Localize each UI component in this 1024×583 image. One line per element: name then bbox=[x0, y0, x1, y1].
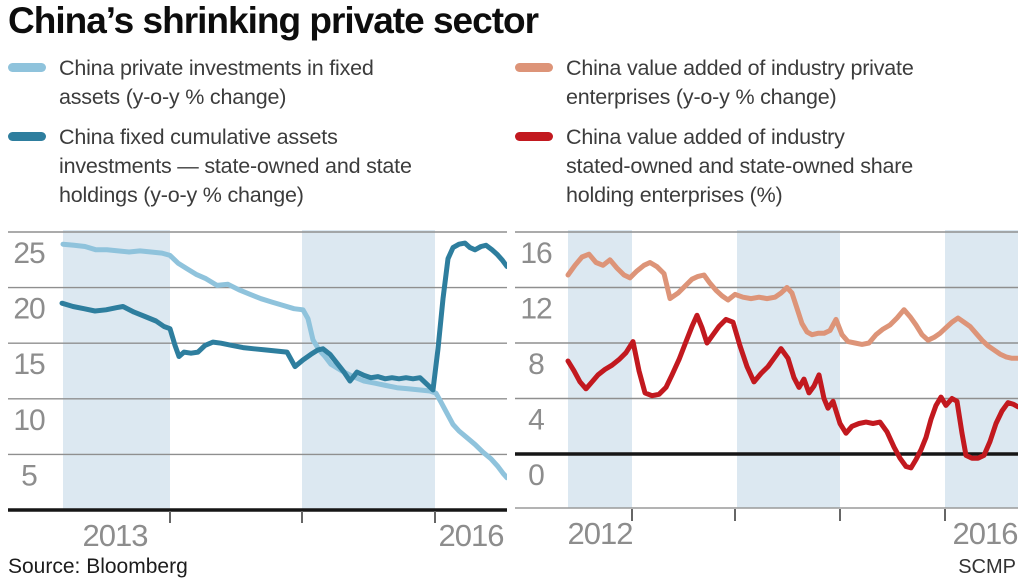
legend-item-private-va: China value added of industry private en… bbox=[515, 54, 1020, 112]
credit-note: SCMP bbox=[958, 556, 1016, 578]
legend-item-private-fai: China private investments in fixed asset… bbox=[8, 54, 508, 112]
svg-text:2016: 2016 bbox=[953, 516, 1018, 551]
legend-label-state-va: China value added of industry stated-own… bbox=[566, 125, 913, 207]
legend-swatch-state-fai-icon bbox=[8, 132, 46, 141]
svg-text:4: 4 bbox=[528, 404, 544, 437]
legend-column-right: China value added of industry private en… bbox=[515, 54, 1020, 221]
legend-item-state-va: China value added of industry stated-own… bbox=[515, 123, 1020, 210]
svg-text:16: 16 bbox=[520, 237, 552, 270]
legend-swatch-private-fai-icon bbox=[8, 63, 46, 72]
legend-swatch-private-va-icon bbox=[515, 63, 553, 72]
svg-text:2013: 2013 bbox=[83, 518, 148, 553]
legend-label-state-fai: China fixed cumulative assets investment… bbox=[59, 125, 412, 207]
svg-text:8: 8 bbox=[528, 348, 544, 381]
svg-text:0: 0 bbox=[528, 459, 544, 492]
page-title: China’s shrinking private sector bbox=[8, 0, 539, 41]
legend-label-private-fai: China private investments in fixed asset… bbox=[59, 56, 374, 109]
svg-text:12: 12 bbox=[520, 293, 552, 326]
legend-label-private-va: China value added of industry private en… bbox=[566, 56, 914, 109]
legend-item-state-fai: China fixed cumulative assets investment… bbox=[8, 123, 508, 210]
svg-text:2012: 2012 bbox=[568, 516, 633, 551]
legend-swatch-state-va-icon bbox=[515, 132, 553, 141]
svg-text:10: 10 bbox=[13, 404, 45, 437]
svg-text:2016: 2016 bbox=[439, 518, 504, 553]
svg-text:20: 20 bbox=[13, 293, 45, 326]
source-note: Source: Bloomberg bbox=[8, 555, 188, 578]
right-chart: 16 12 8 4 0 2012 2016 bbox=[515, 230, 1018, 551]
legend-column-left: China private investments in fixed asset… bbox=[8, 54, 508, 221]
left-chart: 25 20 15 10 5 2013 2016 bbox=[8, 230, 507, 553]
svg-text:15: 15 bbox=[13, 348, 45, 381]
svg-text:25: 25 bbox=[13, 237, 45, 270]
svg-text:5: 5 bbox=[21, 459, 37, 492]
